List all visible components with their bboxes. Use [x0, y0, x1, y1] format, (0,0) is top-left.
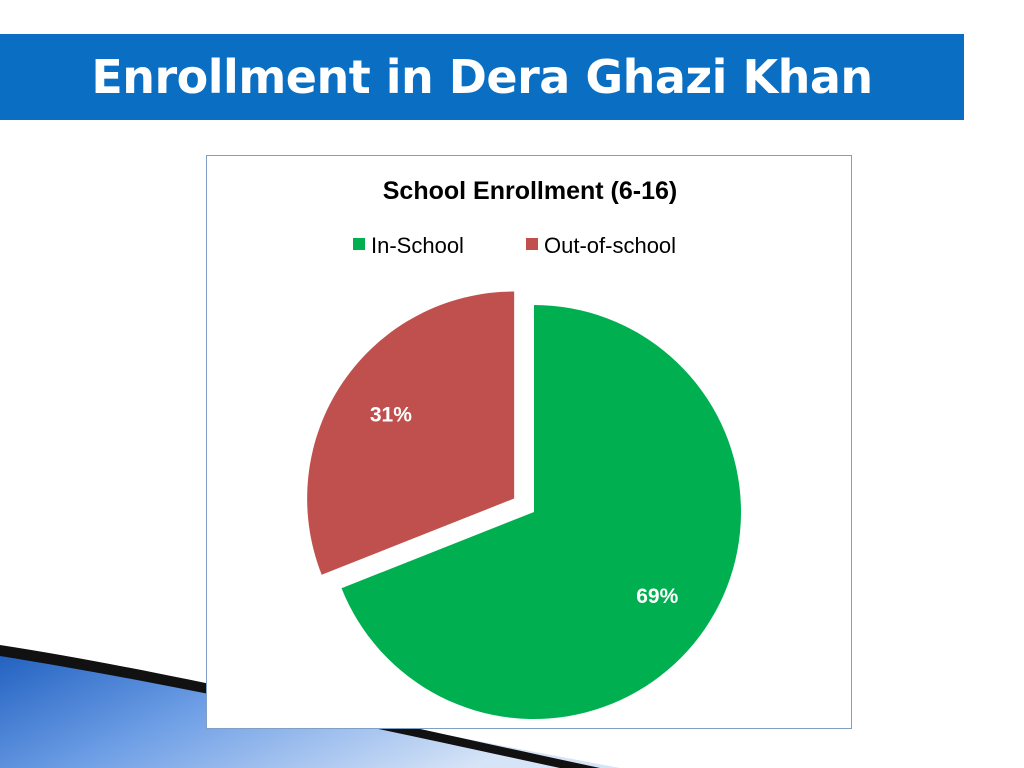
legend-swatch-in-school — [353, 238, 365, 250]
pie-chart: School Enrollment (6-16) In-School Out-o… — [307, 177, 741, 719]
slide-title: Enrollment in Dera Ghazi Khan — [91, 50, 873, 104]
legend-label-in-school: In-School — [371, 233, 464, 258]
chart-frame: School Enrollment (6-16) In-School Out-o… — [206, 155, 852, 729]
chart-title: School Enrollment (6-16) — [383, 177, 677, 205]
pie-data-labels: 69% 31% — [370, 404, 679, 608]
pie-slice-in-school — [341, 305, 741, 719]
legend-swatch-out-of-school — [526, 238, 538, 250]
pie-slices — [307, 291, 741, 719]
data-label-out-of-school: 31% — [370, 404, 412, 427]
chart-legend: In-School Out-of-school — [353, 233, 676, 258]
data-label-in-school: 69% — [636, 585, 678, 608]
legend-label-out-of-school: Out-of-school — [544, 233, 676, 258]
title-bar: Enrollment in Dera Ghazi Khan — [0, 34, 964, 120]
pie-slice-out-of-school — [307, 291, 515, 575]
